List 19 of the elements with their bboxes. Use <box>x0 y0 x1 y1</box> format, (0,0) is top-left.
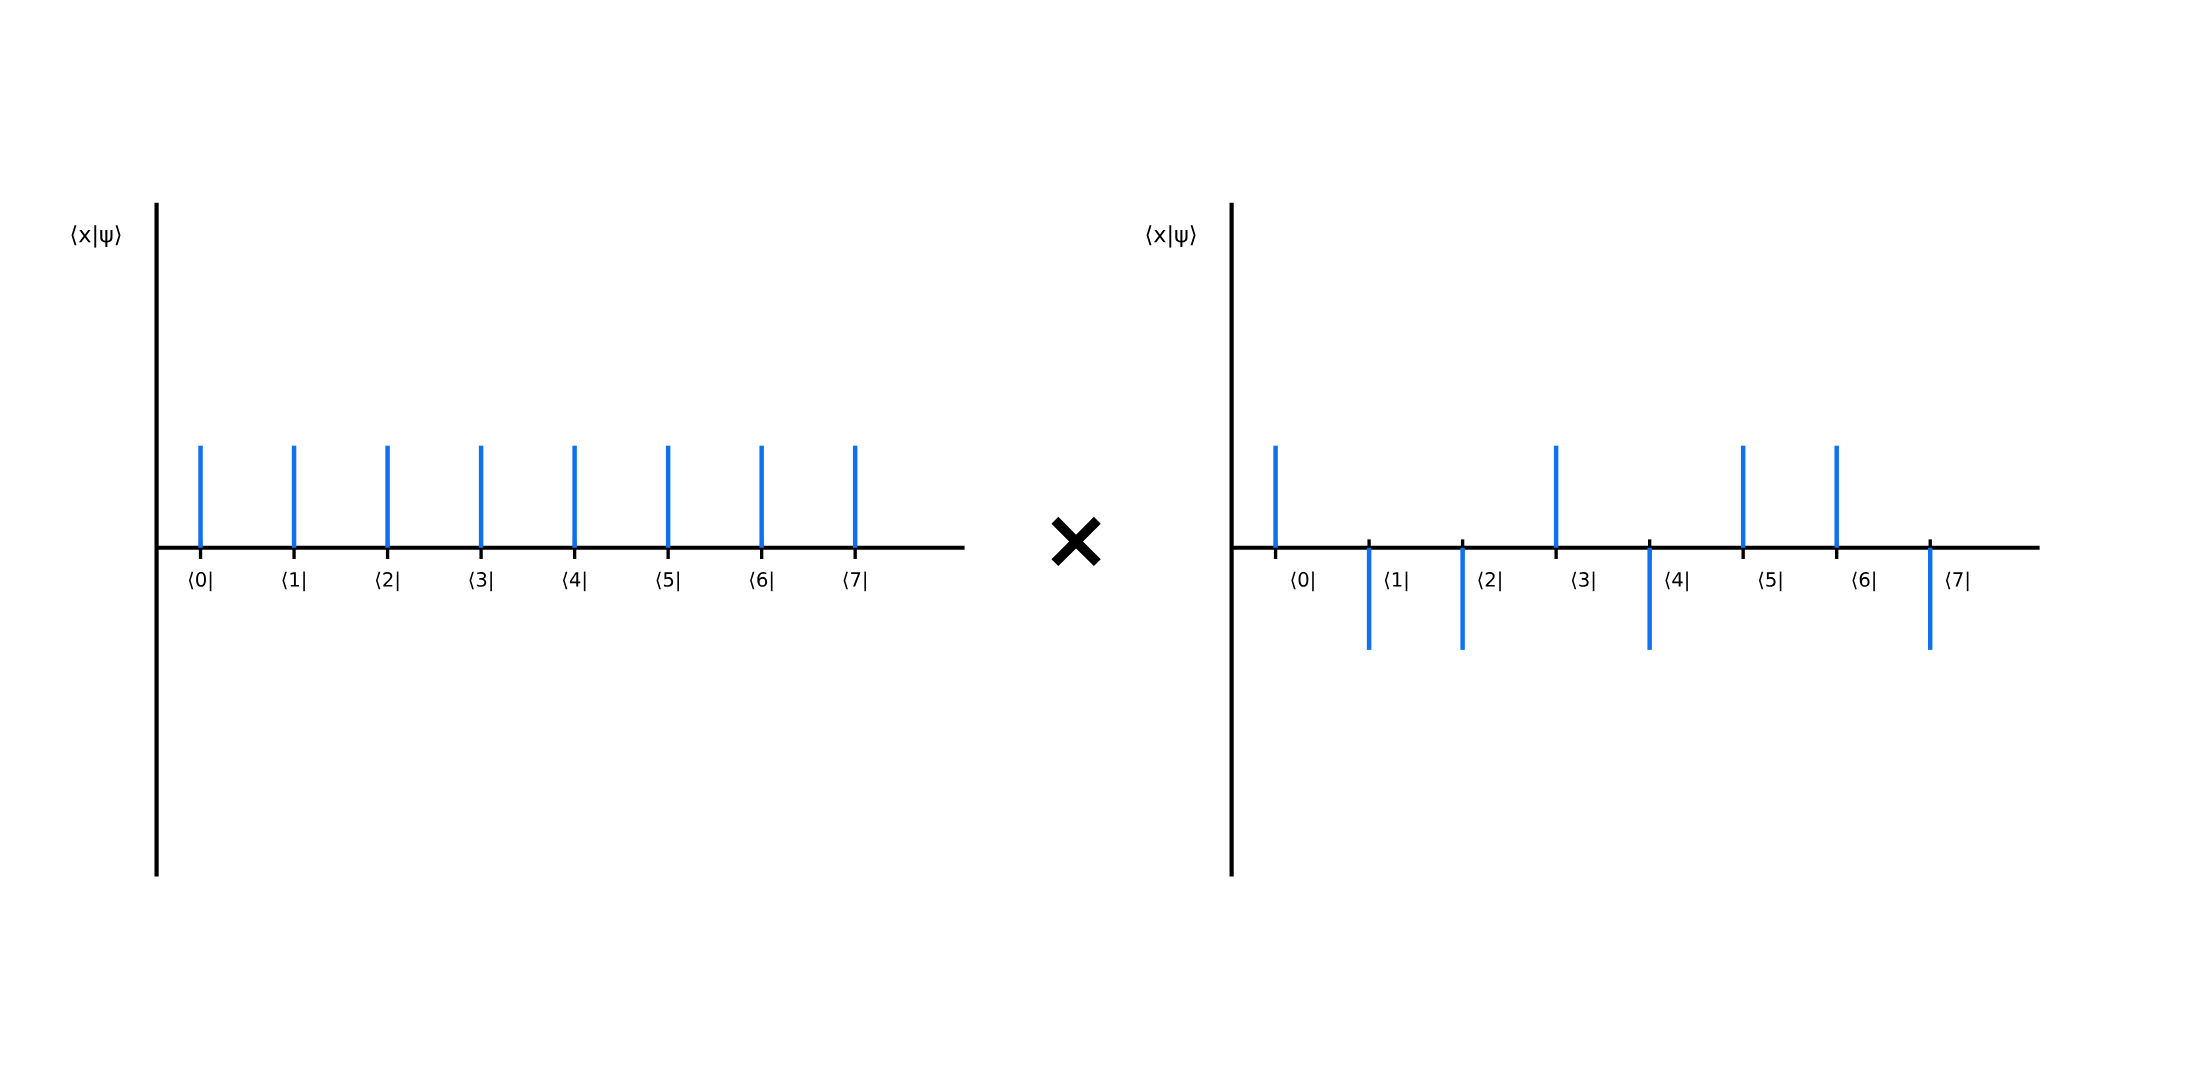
y-axis-title: ⟨x|ψ⟩ <box>71 225 121 248</box>
x-tick-label: ⟨4| <box>1665 571 1688 592</box>
y-axis-title: ⟨x|ψ⟩ <box>1146 225 1196 248</box>
x-tick-label: ⟨2| <box>375 571 399 592</box>
x-tick-label: ⟨6| <box>750 571 773 592</box>
x-tick-label: ⟨1| <box>1384 571 1408 592</box>
x-tick-label: ⟨5| <box>1758 571 1782 592</box>
x-tick-label: ⟨5| <box>656 571 679 592</box>
x-tick-label: ⟨1| <box>282 571 305 592</box>
x-tick-label: ⟨7| <box>1945 571 1969 592</box>
x-tick-label: ⟨3| <box>469 571 492 592</box>
x-tick-label: ⟨0| <box>188 571 212 592</box>
text: × <box>1051 516 1101 567</box>
x-tick-label: ⟨0| <box>1291 571 1314 592</box>
x-tick-label: ⟨7| <box>843 571 867 592</box>
x-tick-label: ⟨2| <box>1478 571 1501 592</box>
x-tick-label: ⟨3| <box>1571 571 1595 592</box>
x-tick-label: ⟨4| <box>563 571 586 592</box>
x-tick-label: ⟨6| <box>1852 571 1875 592</box>
